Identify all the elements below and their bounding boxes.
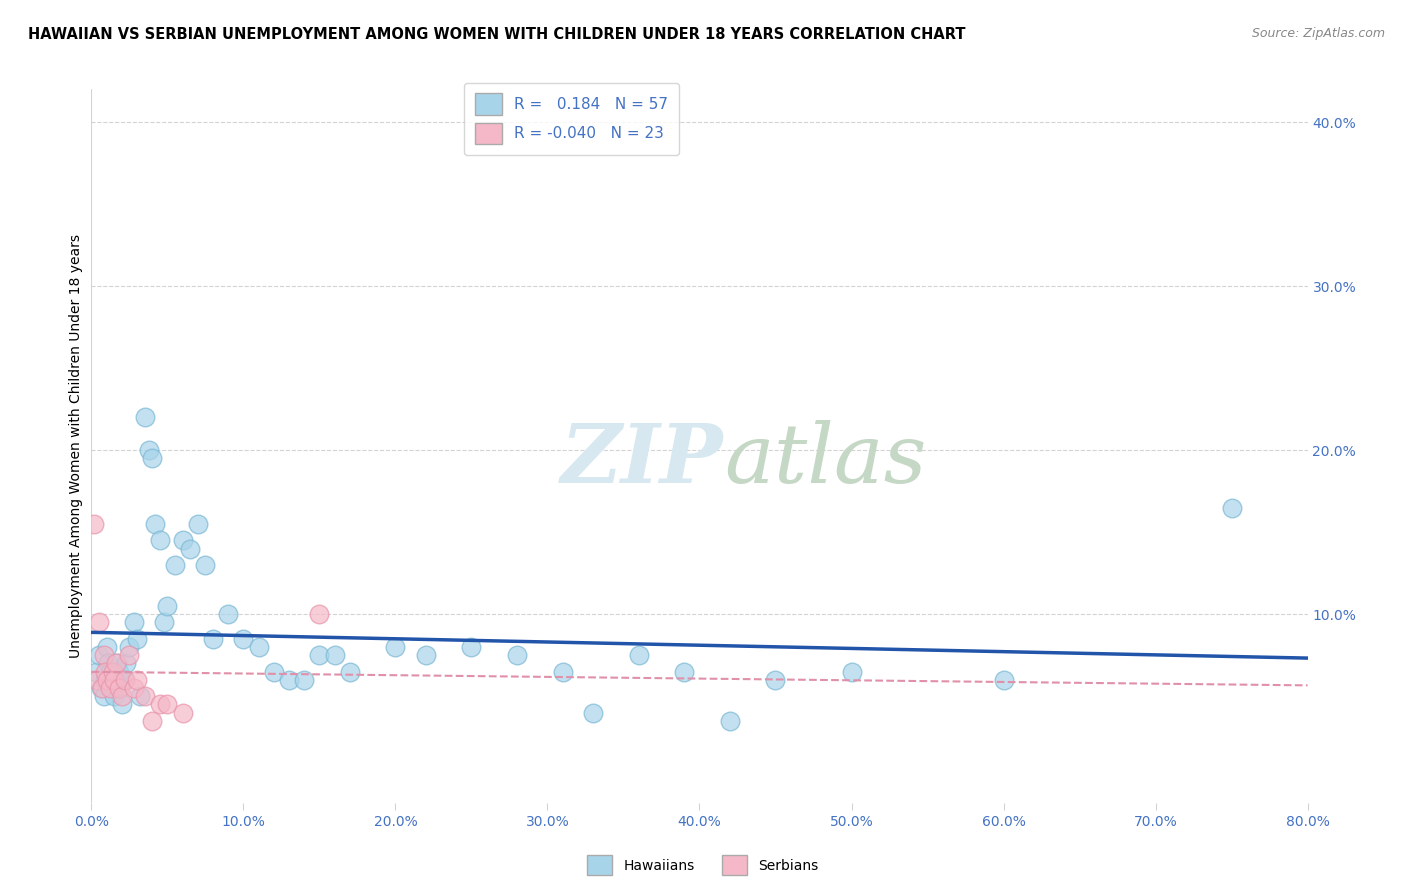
Point	[122, 615, 145, 630]
Point	[415, 648, 437, 662]
Point	[149, 533, 172, 548]
Point	[104, 657, 127, 671]
Point	[89, 681, 111, 695]
Point	[163, 558, 186, 572]
Point	[1220, 500, 1243, 515]
Point	[627, 648, 650, 662]
Point	[83, 516, 105, 531]
Text: atlas: atlas	[724, 420, 927, 500]
Point	[125, 632, 148, 646]
Point	[96, 673, 118, 687]
Point	[232, 632, 254, 646]
Point	[97, 657, 120, 671]
Point	[94, 665, 117, 679]
Point	[91, 681, 114, 695]
Point	[111, 689, 134, 703]
Point	[125, 673, 148, 687]
Point	[460, 640, 482, 654]
Point	[104, 673, 127, 687]
Point	[103, 673, 125, 687]
Point	[93, 648, 115, 662]
Point	[149, 698, 172, 712]
Point	[122, 681, 145, 695]
Point	[247, 640, 270, 654]
Point	[993, 673, 1015, 687]
Legend: Hawaiians, Serbians: Hawaiians, Serbians	[582, 850, 824, 880]
Point	[118, 640, 141, 654]
Point	[134, 410, 156, 425]
Point	[187, 516, 209, 531]
Point	[156, 599, 179, 613]
Point	[94, 673, 117, 687]
Point	[98, 665, 121, 679]
Point	[111, 698, 134, 712]
Point	[506, 648, 529, 662]
Point	[107, 665, 129, 679]
Point	[582, 706, 605, 720]
Point	[841, 665, 863, 679]
Point	[278, 673, 301, 687]
Text: Source: ZipAtlas.com: Source: ZipAtlas.com	[1251, 27, 1385, 40]
Text: HAWAIIAN VS SERBIAN UNEMPLOYMENT AMONG WOMEN WITH CHILDREN UNDER 18 YEARS CORREL: HAWAIIAN VS SERBIAN UNEMPLOYMENT AMONG W…	[28, 27, 966, 42]
Point	[129, 689, 152, 703]
Point	[179, 541, 201, 556]
Point	[100, 673, 122, 687]
Point	[107, 681, 129, 695]
Point	[339, 665, 361, 679]
Point	[673, 665, 696, 679]
Point	[765, 673, 787, 687]
Point	[141, 714, 163, 728]
Point	[87, 615, 110, 630]
Point	[172, 706, 194, 720]
Point	[114, 673, 136, 687]
Point	[292, 673, 315, 687]
Point	[551, 665, 574, 679]
Point	[96, 640, 118, 654]
Point	[718, 714, 741, 728]
Legend: R =   0.184   N = 57, R = -0.040   N = 23: R = 0.184 N = 57, R = -0.040 N = 23	[464, 83, 679, 155]
Point	[156, 698, 179, 712]
Point	[384, 640, 406, 654]
Point	[141, 451, 163, 466]
Point	[118, 648, 141, 662]
Point	[263, 665, 285, 679]
Point	[194, 558, 217, 572]
Point	[134, 689, 156, 703]
Point	[323, 648, 346, 662]
Point	[172, 533, 194, 548]
Point	[115, 657, 138, 671]
Y-axis label: Unemployment Among Women with Children Under 18 years: Unemployment Among Women with Children U…	[69, 234, 83, 658]
Point	[101, 681, 124, 695]
Point	[308, 607, 330, 622]
Point	[86, 673, 108, 687]
Text: ZIP: ZIP	[561, 420, 724, 500]
Point	[217, 607, 239, 622]
Point	[103, 689, 125, 703]
Point	[98, 681, 121, 695]
Point	[143, 516, 166, 531]
Point	[105, 657, 128, 671]
Point	[308, 648, 330, 662]
Point	[84, 665, 107, 679]
Point	[114, 673, 136, 687]
Point	[110, 681, 132, 695]
Point	[87, 648, 110, 662]
Point	[202, 632, 225, 646]
Point	[93, 689, 115, 703]
Point	[153, 615, 176, 630]
Point	[138, 443, 160, 458]
Point	[101, 665, 124, 679]
